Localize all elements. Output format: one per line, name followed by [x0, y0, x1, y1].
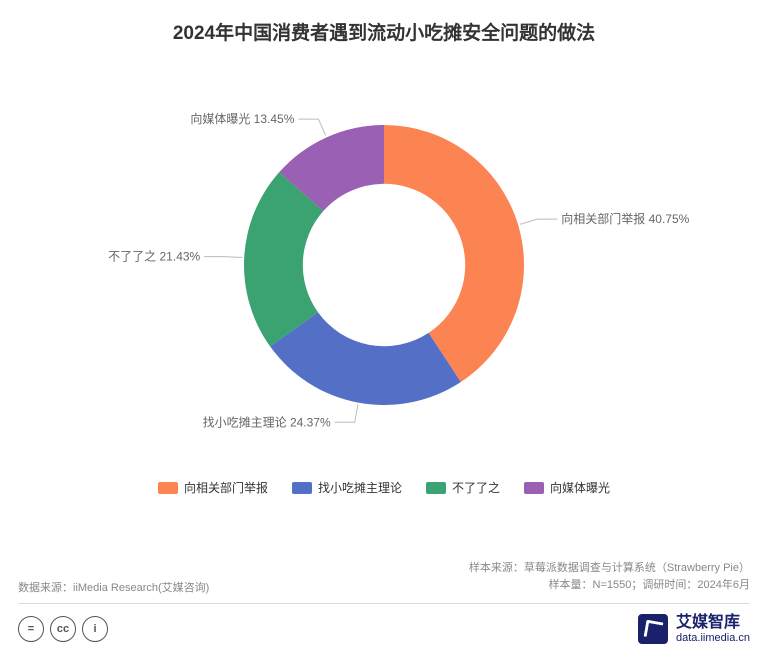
- legend-label: 找小吃摊主理论: [318, 479, 402, 496]
- license-icons: = cc i: [18, 616, 108, 642]
- leader-line: [335, 405, 358, 423]
- legend-item[interactable]: 不了了之: [426, 479, 500, 496]
- donut-slice: [270, 312, 461, 405]
- legend: 向相关部门举报 找小吃摊主理论 不了了之 向媒体曝光: [0, 479, 768, 496]
- legend-swatch: [426, 482, 446, 494]
- bottom-row: = cc i 艾媒智库 data.iimedia.cn: [18, 614, 750, 644]
- brand-url: data.iimedia.cn: [676, 632, 750, 644]
- license-by-icon: i: [82, 616, 108, 642]
- license-nd-icon: =: [18, 616, 44, 642]
- slice-label: 找小吃摊主理论 24.37%: [203, 415, 331, 429]
- chart-title: 2024年中国消费者遇到流动小吃摊安全问题的做法: [0, 0, 768, 45]
- legend-item[interactable]: 向相关部门举报: [158, 479, 268, 496]
- donut-chart: 向相关部门举报 40.75% 找小吃摊主理论 24.37% 不了了之 21.43% 向…: [0, 55, 768, 475]
- license-cc-icon: cc: [50, 616, 76, 642]
- meta-right-line1: 样本来源：草莓派数据调查与计算系统（Strawberry Pie）: [469, 560, 750, 578]
- brand-logo-icon: [638, 614, 668, 644]
- legend-swatch: [524, 482, 544, 494]
- legend-label: 向相关部门举报: [184, 479, 268, 496]
- slice-label: 向相关部门举报 40.75%: [561, 211, 689, 226]
- legend-swatch: [158, 482, 178, 494]
- slice-label: 向媒体曝光 13.45%: [190, 111, 294, 126]
- slice-label: 不了了之 21.43%: [108, 250, 200, 264]
- leader-line: [520, 219, 557, 224]
- legend-label: 不了了之: [452, 479, 500, 496]
- meta-right-line2: 样本量：N=1550；调研时间：2024年6月: [469, 577, 750, 595]
- legend-item[interactable]: 找小吃摊主理论: [292, 479, 402, 496]
- brand: 艾媒智库 data.iimedia.cn: [638, 614, 750, 644]
- leader-line: [204, 257, 242, 258]
- brand-name: 艾媒智库: [676, 614, 750, 632]
- donut-svg: 向相关部门举报 40.75% 找小吃摊主理论 24.37% 不了了之 21.43% 向…: [0, 55, 768, 475]
- meta-source-right: 样本来源：草莓派数据调查与计算系统（Strawberry Pie） 样本量：N=…: [469, 560, 750, 595]
- legend-label: 向媒体曝光: [550, 479, 610, 496]
- divider: [18, 603, 750, 604]
- legend-item[interactable]: 向媒体曝光: [524, 479, 610, 496]
- legend-swatch: [292, 482, 312, 494]
- footer: 数据来源：iiMedia Research(艾媒咨询) 样本来源：草莓派数据调查…: [0, 550, 768, 658]
- leader-line: [298, 119, 325, 135]
- meta-source-left: 数据来源：iiMedia Research(艾媒咨询): [18, 579, 209, 595]
- meta-row: 数据来源：iiMedia Research(艾媒咨询) 样本来源：草莓派数据调查…: [18, 560, 750, 595]
- brand-text: 艾媒智库 data.iimedia.cn: [676, 614, 750, 644]
